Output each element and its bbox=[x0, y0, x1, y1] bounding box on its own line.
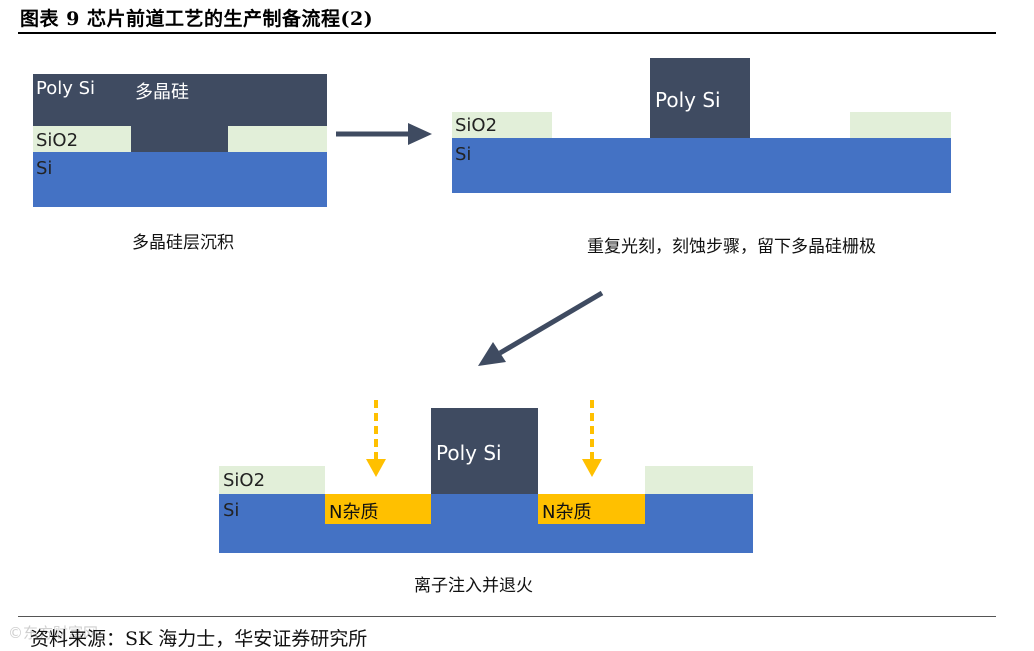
step3-n-impurity-right bbox=[538, 494, 645, 524]
step3-sio2-label: SiO2 bbox=[223, 470, 266, 491]
step2-sio2-right bbox=[850, 112, 951, 138]
step3-caption: 离子注入并退火 bbox=[414, 576, 533, 596]
step3-n-impurity-left bbox=[325, 494, 431, 524]
step2-poly-gate bbox=[650, 58, 750, 138]
source-note: 资料来源：SK 海力士，华安证券研究所 bbox=[30, 628, 368, 650]
step2-si-substrate bbox=[452, 138, 951, 193]
step1-caption: 多晶硅层沉积 bbox=[132, 233, 234, 253]
top-rule bbox=[18, 32, 996, 34]
step2-caption: 重复光刻，刻蚀步骤，留下多晶硅栅极 bbox=[587, 237, 876, 257]
implant-arrow-left bbox=[366, 400, 386, 477]
step3-si-label: Si bbox=[223, 500, 240, 521]
step1-poly-si-cn-label: 多晶硅 bbox=[135, 82, 189, 103]
step2-sio2-left bbox=[452, 112, 552, 138]
step3-sio2-right bbox=[645, 466, 753, 494]
implant-arrow-right bbox=[582, 400, 602, 477]
step1-poly-si-label: Poly Si bbox=[36, 78, 96, 99]
step2-poly-si-label: Poly Si bbox=[655, 88, 721, 112]
step3-diagram: Poly Si SiO2 Si N杂质 N杂质 bbox=[219, 408, 753, 553]
figure-title: 图表 9 芯片前道工艺的生产制备流程(2) bbox=[20, 8, 374, 30]
step3-poly-si-label: Poly Si bbox=[436, 441, 502, 465]
step1-sio2-left bbox=[33, 126, 131, 152]
step3-n-impurity-right-label: N杂质 bbox=[542, 502, 592, 523]
process-arrow-right bbox=[336, 123, 432, 145]
step3-poly-gate bbox=[431, 408, 538, 494]
watermark: ©东方财富网 bbox=[8, 624, 99, 642]
step1-si-label: Si bbox=[36, 158, 53, 179]
bottom-rule bbox=[18, 616, 996, 617]
process-arrow-diagonal bbox=[478, 290, 604, 366]
step3-n-impurity-left-label: N杂质 bbox=[329, 502, 379, 523]
step3-sio2-left bbox=[219, 466, 325, 494]
step2-si-label: Si bbox=[455, 144, 472, 165]
step1-sio2-label: SiO2 bbox=[36, 130, 79, 151]
step1-diagram: Poly Si 多晶硅 SiO2 Si bbox=[33, 74, 327, 207]
step2-diagram: Poly Si SiO2 Si bbox=[452, 58, 951, 193]
step1-poly-layer bbox=[33, 74, 327, 126]
step1-sio2-right bbox=[228, 126, 327, 152]
step3-si-substrate bbox=[219, 494, 753, 553]
step1-si-substrate bbox=[33, 152, 327, 207]
step1-poly-fill bbox=[131, 126, 228, 152]
step2-sio2-label: SiO2 bbox=[455, 115, 498, 136]
